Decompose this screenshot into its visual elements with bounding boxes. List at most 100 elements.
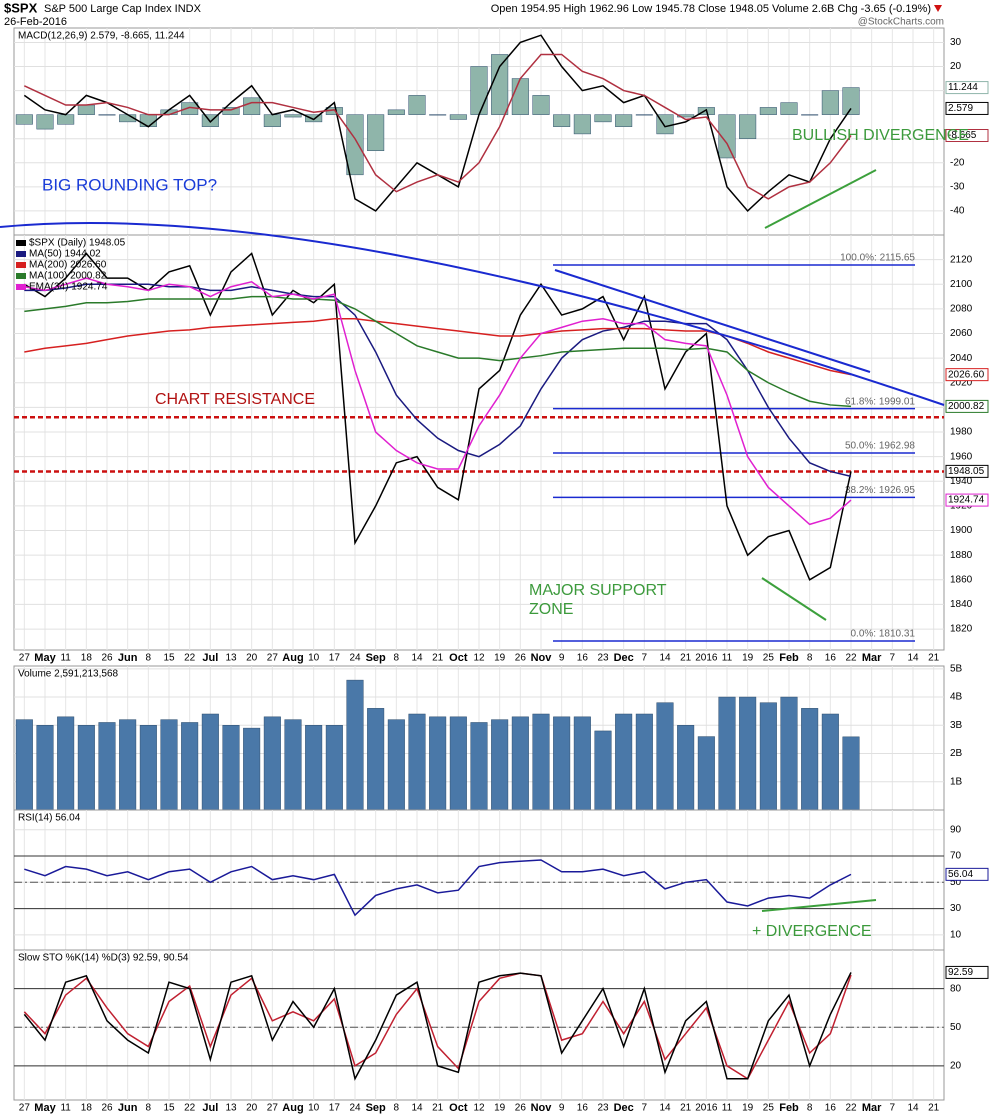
last-value-box bbox=[945, 464, 989, 478]
x-tick-label: 23 bbox=[597, 1103, 609, 1114]
y-tick-label: 90 bbox=[950, 824, 962, 835]
macd-divergence-line bbox=[764, 169, 877, 229]
annotation: ZONE bbox=[529, 601, 573, 618]
x-tick-label: Oct bbox=[449, 1102, 468, 1114]
x-tick-label: 10 bbox=[308, 653, 320, 664]
x-tick-label: Mar bbox=[862, 652, 882, 664]
x-tick-label: 13 bbox=[225, 1103, 237, 1114]
down-arrow bbox=[934, 5, 942, 12]
bar bbox=[57, 716, 75, 811]
x-tick-label: 22 bbox=[845, 653, 857, 664]
x-tick-label: 11 bbox=[60, 1103, 71, 1114]
y-tick-label: 5B bbox=[950, 663, 963, 674]
y-tick-label: 1820 bbox=[950, 624, 973, 635]
plot-area: 302010-10-20-30-4011.2442.579-8.665MACD(… bbox=[13, 27, 989, 1114]
y-tick-label: 2B bbox=[950, 748, 963, 759]
y-tick-label: 1940 bbox=[950, 476, 973, 487]
x-tick-label: 14 bbox=[659, 1103, 671, 1114]
bar bbox=[201, 713, 219, 811]
x-tick-label: May bbox=[34, 1102, 56, 1114]
y-tick-label: 30 bbox=[950, 903, 962, 914]
x-tick-label: 13 bbox=[225, 653, 237, 664]
bar bbox=[387, 719, 405, 811]
x-tick-label: Feb bbox=[779, 1102, 799, 1114]
x-tick-label: Dec bbox=[614, 652, 634, 664]
y-tick-label: 70 bbox=[950, 851, 962, 862]
x-tick-label: 27 bbox=[19, 1103, 31, 1114]
bar bbox=[532, 713, 550, 811]
x-tick-label: Nov bbox=[531, 1102, 553, 1114]
bar bbox=[594, 114, 612, 123]
last-value-label: 56.04 bbox=[948, 869, 973, 880]
fib-label: 61.8%: 1999.01 bbox=[845, 396, 915, 407]
x-tick-label: Jul bbox=[202, 652, 218, 664]
x-tick-label: 16 bbox=[825, 653, 837, 664]
line bbox=[24, 53, 852, 200]
line bbox=[24, 859, 852, 917]
x-tick-label: 24 bbox=[349, 1103, 361, 1114]
last-value-box bbox=[945, 493, 989, 507]
bar bbox=[759, 107, 777, 115]
rounding-top-arc bbox=[0, 222, 945, 406]
y-tick-label: -20 bbox=[950, 157, 965, 168]
x-tick-label: 17 bbox=[329, 653, 341, 664]
bar bbox=[222, 725, 240, 811]
x-tick-label: 8 bbox=[807, 1103, 813, 1114]
legend-entry: EMA(34) 1924.74 bbox=[29, 282, 108, 293]
legend-swatch bbox=[16, 251, 26, 257]
bar bbox=[160, 719, 178, 811]
bar bbox=[635, 114, 653, 116]
x-tick-label: 16 bbox=[825, 1103, 837, 1114]
bar bbox=[780, 102, 798, 115]
last-value-label: 2026.60 bbox=[948, 369, 985, 380]
last-value-box bbox=[945, 867, 989, 881]
bar bbox=[15, 114, 33, 125]
annotation: BIG ROUNDING TOP? bbox=[42, 175, 217, 194]
x-tick-label: 15 bbox=[163, 653, 175, 664]
y-tick-label: 30 bbox=[950, 37, 962, 48]
bar bbox=[842, 736, 860, 811]
downtrend-line bbox=[554, 269, 871, 373]
bar bbox=[677, 114, 695, 118]
bar bbox=[346, 114, 364, 176]
last-value-label: -8.665 bbox=[948, 130, 977, 141]
bar bbox=[449, 114, 467, 120]
last-value-label: 11.244 bbox=[948, 82, 978, 93]
last-value-label: 1948.05 bbox=[948, 466, 985, 477]
bar bbox=[367, 708, 385, 811]
x-tick-label: Dec bbox=[614, 1102, 634, 1114]
bar bbox=[284, 114, 302, 118]
x-tick-label: 19 bbox=[742, 653, 754, 664]
x-tick-label: 8 bbox=[146, 653, 152, 664]
x-tick-label: 11 bbox=[60, 653, 71, 664]
date: 26-Feb-2016 bbox=[4, 16, 67, 28]
annotation: BULLISH DIVERGENCE bbox=[792, 127, 969, 144]
bar bbox=[284, 719, 302, 811]
bar bbox=[491, 719, 509, 811]
x-tick-label: Jul bbox=[202, 1102, 218, 1114]
symbol: $SPX bbox=[4, 0, 38, 15]
rsi-divergence-line bbox=[761, 899, 877, 912]
fib-label: 100.0%: 2115.65 bbox=[840, 253, 915, 264]
bar bbox=[325, 725, 343, 811]
y-tick-label: 80 bbox=[950, 983, 962, 994]
bar bbox=[119, 719, 137, 811]
bar bbox=[718, 114, 736, 159]
x-tick-label: Nov bbox=[531, 652, 553, 664]
y-tick-label: 10 bbox=[950, 930, 962, 941]
x-tick-label: 8 bbox=[394, 653, 400, 664]
bar bbox=[36, 725, 54, 811]
y-tick-label: 2060 bbox=[950, 328, 973, 339]
bar bbox=[821, 713, 839, 811]
x-tick-label: 19 bbox=[494, 1103, 506, 1114]
legend-entry: MA(100) 2000.82 bbox=[29, 271, 107, 282]
x-tick-label: 22 bbox=[845, 1103, 857, 1114]
annotation: CHART RESISTANCE bbox=[155, 391, 315, 408]
x-tick-label: 9 bbox=[559, 1103, 565, 1114]
x-tick-label: 27 bbox=[267, 653, 279, 664]
x-tick-label: Sep bbox=[366, 652, 386, 664]
x-tick-label: 2016 bbox=[695, 1103, 718, 1114]
x-tick-label: 27 bbox=[267, 1103, 279, 1114]
x-tick-label: 15 bbox=[163, 1103, 175, 1114]
last-value-box bbox=[945, 129, 989, 143]
